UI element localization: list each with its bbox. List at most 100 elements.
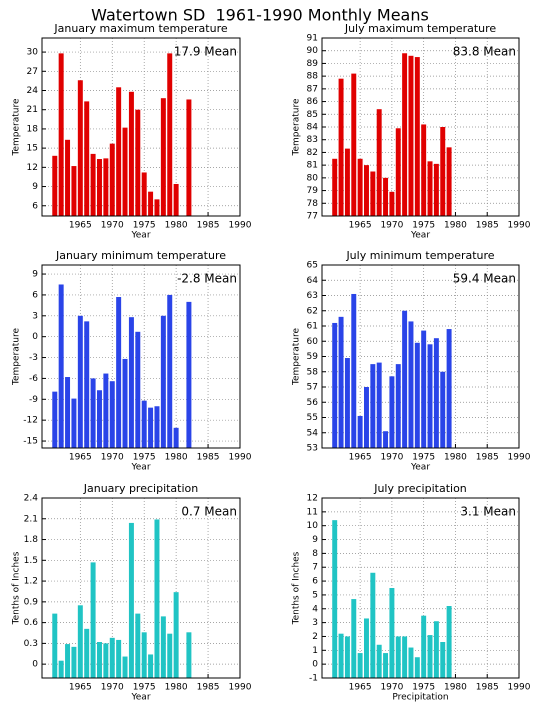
bar	[167, 294, 173, 448]
x-tick-label: 1985	[197, 683, 220, 693]
plot-frame	[321, 264, 520, 449]
y-tick-label: 0	[32, 660, 38, 670]
bar	[154, 406, 160, 448]
bar	[446, 147, 452, 216]
bar	[128, 522, 134, 678]
y-tick-label: 64	[307, 276, 319, 286]
x-tick-label: 1990	[229, 453, 252, 463]
bar	[370, 171, 376, 216]
x-tick-label: 1975	[412, 683, 435, 693]
bar	[376, 362, 382, 448]
bar	[148, 654, 154, 678]
y-tick-label: 86	[307, 97, 319, 107]
x-tick-label: 1965	[69, 683, 92, 693]
plot-frame	[321, 497, 520, 679]
bar	[109, 637, 115, 678]
y-tick-label: 0.9	[24, 597, 39, 607]
bar	[433, 163, 439, 216]
bar	[71, 166, 77, 216]
y-tick-label: 0	[312, 660, 318, 670]
bar	[173, 592, 179, 678]
bar	[160, 616, 166, 678]
bar	[96, 390, 102, 448]
mean-annotation: 0.7 Mean	[181, 505, 237, 519]
bar	[427, 344, 433, 448]
x-axis-label: Year	[130, 693, 150, 703]
bar	[65, 644, 71, 678]
bar	[383, 177, 389, 216]
bar	[160, 98, 166, 216]
bar	[84, 628, 90, 678]
x-tick-label: 1985	[476, 221, 499, 231]
mean-annotation: 59.4 Mean	[453, 272, 516, 286]
bar	[186, 99, 192, 216]
bar	[65, 139, 71, 216]
y-tick-label: 6	[312, 577, 318, 587]
x-tick-label: 1975	[133, 221, 156, 231]
bar	[90, 378, 96, 448]
bar	[58, 53, 64, 216]
x-tick-label: 1970	[101, 221, 124, 231]
y-axis-label: Temperature	[292, 328, 302, 386]
bar	[351, 73, 357, 216]
y-tick-label: 1.5	[24, 556, 38, 566]
x-tick-label: 1990	[508, 221, 531, 231]
y-tick-label: 62	[307, 306, 318, 316]
x-tick-label: 1975	[412, 453, 435, 463]
bar	[414, 342, 420, 448]
bar	[128, 91, 134, 216]
mean-annotation: -2.8 Mean	[177, 272, 237, 286]
bar	[414, 57, 420, 217]
bar	[65, 377, 71, 448]
y-tick-label: 15	[27, 144, 38, 154]
plot-frame	[41, 37, 241, 217]
bar	[84, 321, 90, 448]
bar	[357, 158, 363, 216]
y-tick-label: 9	[32, 270, 38, 280]
bar	[376, 109, 382, 216]
bar	[141, 400, 147, 448]
bar	[351, 599, 357, 678]
y-tick-label: -1	[309, 674, 318, 684]
bar	[370, 364, 376, 448]
y-tick-label: 54	[307, 428, 319, 438]
bar	[421, 124, 427, 216]
bar	[96, 159, 102, 216]
bar	[440, 371, 446, 448]
y-tick-label: 5	[312, 590, 318, 600]
bar	[148, 191, 154, 216]
y-tick-label: -12	[23, 416, 38, 426]
y-tick-label: 12	[307, 494, 318, 504]
bar	[173, 183, 179, 216]
panel-title: January precipitation	[83, 482, 199, 495]
bar	[364, 165, 369, 216]
panel-title: July precipitation	[373, 482, 467, 495]
y-tick-label: 2.4	[24, 494, 39, 504]
bar	[433, 338, 439, 448]
y-tick-label: -3	[29, 353, 38, 363]
x-tick-label: 1965	[349, 683, 372, 693]
x-tick-label: 1970	[380, 683, 403, 693]
y-tick-label: 80	[307, 173, 319, 183]
y-tick-label: 55	[307, 413, 318, 423]
mean-annotation: 83.8 Mean	[453, 45, 516, 59]
x-tick-label: 1980	[165, 683, 188, 693]
bar	[77, 315, 83, 448]
y-tick-label: 78	[307, 199, 319, 209]
y-tick-label: 24	[27, 86, 39, 96]
x-tick-label: 1985	[197, 221, 220, 231]
y-tick-label: 87	[307, 84, 318, 94]
panel-title: July minimum temperature	[345, 249, 494, 262]
x-tick-label: 1990	[229, 221, 252, 231]
bar	[351, 293, 357, 448]
x-tick-label: 1985	[476, 683, 499, 693]
x-tick-label: 1990	[508, 453, 531, 463]
x-tick-label: 1980	[444, 453, 467, 463]
mean-annotation: 3.1 Mean	[460, 505, 516, 519]
bar	[186, 632, 192, 678]
bar	[344, 148, 350, 216]
bar	[58, 660, 64, 678]
y-tick-label: 10	[307, 521, 319, 531]
bar	[440, 127, 446, 216]
y-tick-label: 2.1	[24, 514, 38, 524]
